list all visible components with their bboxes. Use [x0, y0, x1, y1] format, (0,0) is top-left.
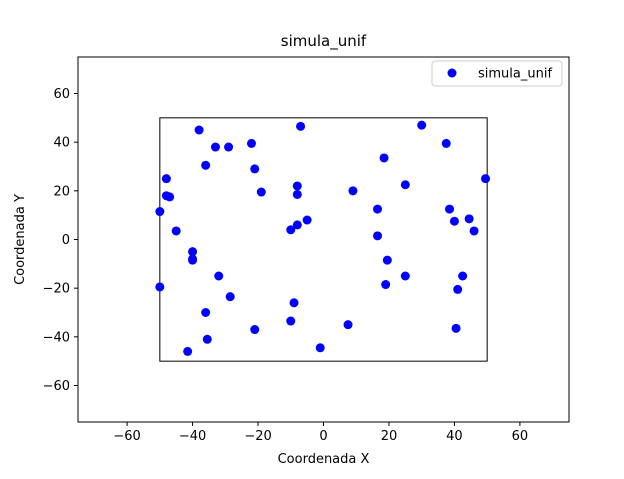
x-tick-label: −60	[113, 429, 140, 444]
data-point-26	[286, 225, 296, 235]
data-point-35	[400, 271, 410, 281]
data-point-37	[155, 282, 165, 292]
data-point-6	[224, 142, 234, 152]
data-point-22	[464, 214, 474, 224]
plot-frame	[77, 56, 570, 423]
boundary-square	[159, 117, 488, 362]
y-axis-ticks: −60 −40 −20 0 20 40 60	[43, 87, 78, 394]
y-tick-label: 20	[53, 184, 70, 199]
x-axis-ticks: −60 −40 −20 0 20 40 60	[113, 422, 528, 444]
points-layer	[155, 120, 491, 356]
legend-label: simula_unif	[478, 67, 552, 82]
y-tick-label: −40	[43, 330, 70, 345]
data-point-20	[155, 207, 165, 217]
chart-title: simula_unif	[281, 32, 367, 51]
data-point-39	[453, 284, 463, 294]
data-point-19	[373, 204, 383, 214]
data-point-30	[188, 247, 198, 257]
data-point-40	[225, 292, 235, 302]
data-point-25	[292, 220, 302, 230]
data-point-1	[296, 121, 306, 131]
data-point-2	[417, 120, 427, 130]
data-point-46	[451, 323, 461, 333]
data-point-15	[256, 187, 266, 197]
data-point-48	[315, 343, 325, 353]
data-point-4	[441, 138, 451, 148]
shapes-layer	[159, 117, 488, 362]
data-point-43	[286, 316, 296, 326]
data-point-5	[210, 142, 220, 152]
data-point-0	[194, 125, 204, 135]
legend-marker	[447, 68, 457, 78]
legend: simula_unif	[431, 60, 563, 87]
data-point-21	[445, 204, 455, 214]
data-point-32	[188, 255, 198, 265]
data-point-41	[289, 298, 299, 308]
data-point-16	[292, 189, 302, 199]
x-tick-label: 40	[446, 429, 463, 444]
data-point-27	[171, 226, 181, 236]
data-point-47	[202, 334, 212, 344]
data-point-13	[400, 180, 410, 190]
y-tick-label: 40	[53, 136, 70, 151]
data-point-29	[373, 231, 383, 241]
data-point-8	[379, 153, 389, 163]
data-point-14	[348, 186, 358, 196]
x-tick-label: 20	[381, 429, 398, 444]
data-point-3	[246, 138, 256, 148]
data-point-44	[343, 320, 353, 330]
x-tick-label: −40	[179, 429, 206, 444]
legend-box	[431, 60, 563, 87]
data-point-38	[381, 280, 391, 290]
data-point-9	[250, 164, 260, 174]
plot-area	[78, 57, 569, 422]
data-point-33	[382, 255, 392, 265]
y-tick-label: −20	[43, 282, 70, 297]
data-point-45	[250, 325, 260, 335]
data-point-36	[458, 271, 468, 281]
data-point-7	[201, 160, 211, 170]
x-tick-label: 0	[319, 429, 327, 444]
y-axis-label: Coordenada Y	[13, 194, 28, 285]
y-tick-label: −60	[43, 379, 70, 394]
data-point-24	[302, 215, 312, 225]
data-point-12	[292, 181, 302, 191]
data-point-42	[201, 308, 211, 317]
data-point-11	[481, 174, 491, 184]
data-point-34	[214, 271, 224, 281]
data-point-10	[161, 174, 171, 184]
y-tick-label: 0	[62, 233, 70, 248]
x-tick-label: 60	[512, 429, 529, 444]
y-tick-label: 60	[53, 87, 70, 102]
data-point-49	[183, 346, 193, 356]
data-point-28	[469, 226, 479, 236]
x-axis-label: Coordenada X	[278, 452, 370, 467]
data-point-23	[449, 216, 459, 226]
data-point-18	[165, 192, 175, 202]
x-tick-label: −20	[244, 429, 271, 444]
